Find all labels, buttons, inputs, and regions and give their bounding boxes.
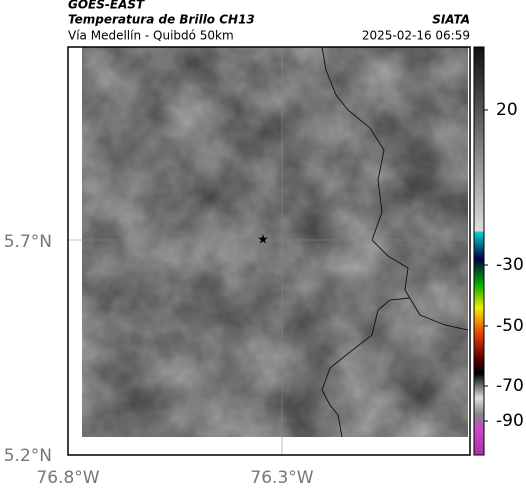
colorbar-label: 20: [496, 100, 518, 120]
colorbar-label: -90: [496, 411, 524, 431]
product-title: Temperatura de Brillo CH13: [68, 13, 255, 27]
cloud-texture: [82, 47, 468, 437]
border-lines: [321, 46, 469, 438]
colorbar-label: -70: [496, 376, 524, 396]
lat-label: 5.7°N: [4, 232, 52, 252]
colorbar: [473, 46, 485, 456]
source-title: GOES-EAST: [68, 0, 145, 12]
lon-label: 76.3°W: [250, 468, 313, 488]
lon-label: 76.8°W: [36, 468, 99, 488]
map-frame: [67, 46, 471, 456]
colorbar-label: -50: [496, 316, 524, 336]
colorbar-ticks: 20 -30 -50 -70 -90: [484, 100, 524, 431]
location-star: ★: [257, 233, 269, 248]
agency-label: SIATA: [432, 13, 470, 27]
route-label: Vía Medellín - Quibdó 50km: [68, 29, 234, 43]
datetime-label: 2025-02-16 06:59: [362, 29, 470, 43]
colorbar-label: -30: [496, 255, 524, 275]
lat-label: 5.2°N: [4, 446, 52, 466]
